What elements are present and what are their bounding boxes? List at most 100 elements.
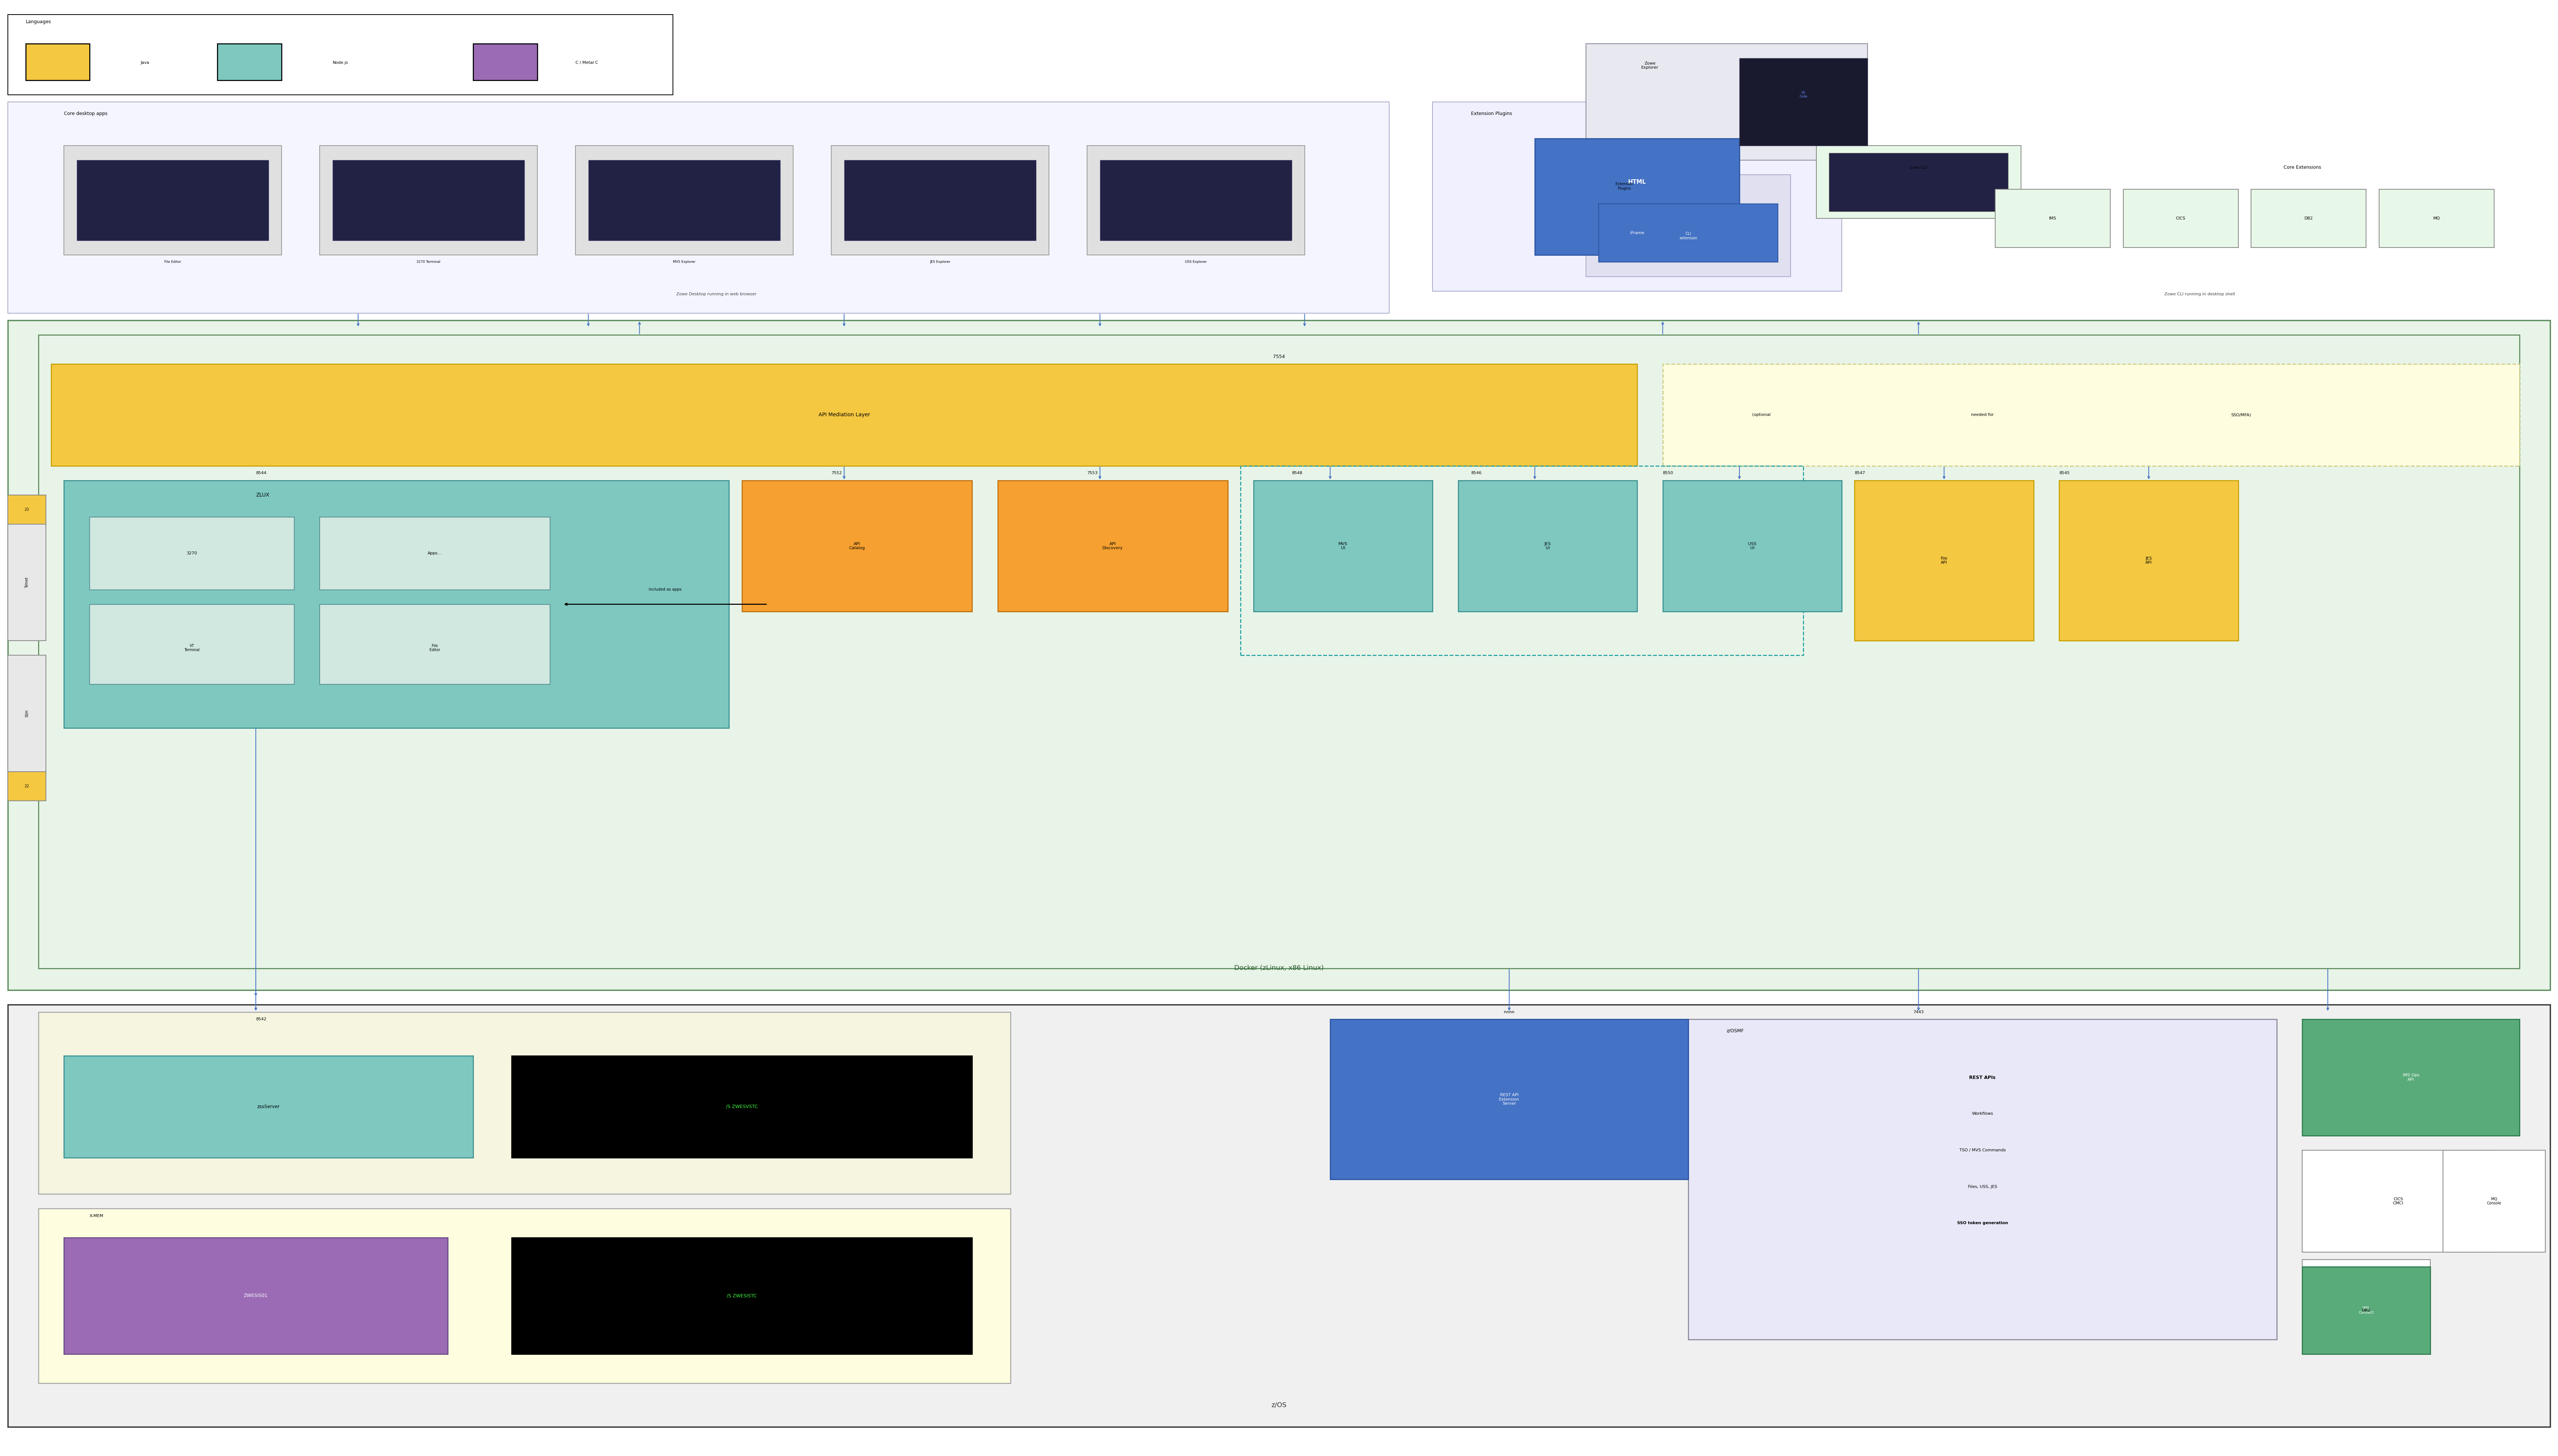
Text: REST API
Extension
Server: REST API Extension Server (1499, 1093, 1519, 1105)
FancyBboxPatch shape (2302, 1150, 2494, 1252)
Text: C / Metal C: C / Metal C (576, 61, 599, 64)
Text: Apps...: Apps... (427, 552, 443, 555)
Text: (optional: (optional (1752, 414, 1770, 416)
Text: Core Extensions: Core Extensions (2284, 165, 2320, 170)
Text: 7552: 7552 (831, 472, 842, 475)
Text: Node.js: Node.js (333, 61, 348, 64)
Text: Languages: Languages (26, 19, 51, 25)
FancyBboxPatch shape (1816, 146, 2021, 218)
FancyBboxPatch shape (1995, 189, 2110, 248)
Text: 8547: 8547 (1855, 472, 1865, 475)
FancyBboxPatch shape (8, 1005, 2550, 1427)
FancyBboxPatch shape (26, 44, 90, 80)
Text: SSH: SSH (26, 709, 28, 718)
FancyBboxPatch shape (320, 604, 550, 684)
Text: CLI
extension: CLI extension (1681, 232, 1696, 240)
FancyBboxPatch shape (2251, 189, 2366, 248)
Text: DB2: DB2 (2305, 217, 2312, 220)
Text: USS
UI: USS UI (1747, 542, 1757, 550)
FancyBboxPatch shape (8, 524, 46, 641)
FancyBboxPatch shape (2302, 1019, 2520, 1136)
Text: DB2: DB2 (2361, 1309, 2371, 1312)
Text: CICS
CMCI: CICS CMCI (2392, 1197, 2405, 1206)
Text: JES
API: JES API (2146, 556, 2151, 565)
FancyBboxPatch shape (1087, 146, 1305, 255)
Text: nnnn: nnnn (1504, 1010, 1514, 1013)
FancyBboxPatch shape (1535, 138, 1739, 255)
Text: API Mediation Layer: API Mediation Layer (819, 412, 870, 418)
FancyBboxPatch shape (2059, 480, 2238, 641)
Text: Telnet: Telnet (26, 577, 28, 588)
FancyBboxPatch shape (64, 146, 281, 255)
Text: 3270: 3270 (187, 552, 197, 555)
FancyBboxPatch shape (512, 1056, 972, 1158)
Text: File
API: File API (1942, 556, 1947, 565)
Text: 3270 Terminal: 3270 Terminal (417, 261, 440, 264)
FancyBboxPatch shape (77, 160, 269, 240)
FancyBboxPatch shape (831, 146, 1049, 255)
Text: 7553: 7553 (1087, 472, 1097, 475)
FancyBboxPatch shape (8, 320, 2550, 990)
FancyBboxPatch shape (588, 160, 780, 240)
Text: Core CLI: Core CLI (1911, 166, 1926, 169)
Text: API
Catalog: API Catalog (849, 542, 865, 550)
Text: 22: 22 (26, 785, 28, 788)
FancyBboxPatch shape (8, 495, 46, 524)
Text: 8548: 8548 (1292, 472, 1302, 475)
Text: JES
UI: JES UI (1545, 542, 1550, 550)
Text: File Editor: File Editor (164, 261, 182, 264)
Text: MQ
Console: MQ Console (2486, 1197, 2502, 1206)
FancyBboxPatch shape (51, 364, 1637, 466)
Text: SSO token generation: SSO token generation (1957, 1222, 2008, 1224)
Text: REST APIs: REST APIs (1970, 1075, 1995, 1080)
Text: Core desktop apps: Core desktop apps (64, 111, 107, 116)
FancyBboxPatch shape (2302, 1259, 2430, 1354)
Text: MVS Explorer: MVS Explorer (673, 261, 696, 264)
Text: TSO / MVS Commands: TSO / MVS Commands (1959, 1149, 2005, 1152)
Text: needed for: needed for (1972, 414, 1993, 416)
Text: USS Explorer: USS Explorer (1184, 261, 1207, 264)
FancyBboxPatch shape (2379, 189, 2494, 248)
FancyBboxPatch shape (473, 44, 537, 80)
FancyBboxPatch shape (2443, 1150, 2545, 1252)
Text: Zowe
Explorer: Zowe Explorer (1642, 61, 1658, 70)
FancyBboxPatch shape (1688, 1019, 2277, 1340)
FancyBboxPatch shape (333, 160, 524, 240)
Text: z/OS: z/OS (1271, 1402, 1287, 1408)
FancyBboxPatch shape (8, 772, 46, 801)
Text: /S ZWESISTC: /S ZWESISTC (726, 1293, 757, 1299)
FancyBboxPatch shape (90, 517, 294, 590)
FancyBboxPatch shape (64, 1238, 448, 1354)
FancyBboxPatch shape (217, 44, 281, 80)
Text: /S ZWESVSTC: /S ZWESVSTC (726, 1104, 757, 1109)
FancyBboxPatch shape (1855, 480, 2034, 641)
Text: Included as apps: Included as apps (650, 588, 680, 591)
FancyBboxPatch shape (1432, 102, 1842, 291)
Text: SSO/MFA): SSO/MFA) (2231, 414, 2251, 416)
FancyBboxPatch shape (320, 517, 550, 590)
FancyBboxPatch shape (90, 604, 294, 684)
FancyBboxPatch shape (1330, 1019, 1688, 1179)
Text: 8544: 8544 (256, 472, 266, 475)
FancyBboxPatch shape (38, 335, 2520, 968)
Text: File
Editor: File Editor (430, 644, 440, 652)
FancyBboxPatch shape (1586, 175, 1791, 277)
Text: X-MEM: X-MEM (90, 1214, 102, 1217)
FancyBboxPatch shape (576, 146, 793, 255)
FancyBboxPatch shape (1663, 480, 1842, 612)
FancyBboxPatch shape (38, 1208, 1010, 1383)
Text: CICS: CICS (2177, 217, 2185, 220)
FancyBboxPatch shape (64, 480, 729, 728)
Text: 8546: 8546 (1471, 472, 1481, 475)
Text: Docker (zLinux, x86 Linux): Docker (zLinux, x86 Linux) (1233, 965, 1325, 971)
Text: MVS
UI: MVS UI (1338, 542, 1348, 550)
FancyBboxPatch shape (512, 1238, 972, 1354)
Text: 7554: 7554 (1274, 354, 1284, 360)
FancyBboxPatch shape (8, 15, 673, 95)
Text: Files, USS, JES: Files, USS, JES (1967, 1185, 1998, 1188)
Text: VT
Terminal: VT Terminal (184, 644, 200, 652)
Text: 8545: 8545 (2059, 472, 2069, 475)
Text: VS
Code: VS Code (1798, 92, 1809, 98)
Text: ZLUX: ZLUX (256, 492, 269, 498)
FancyBboxPatch shape (64, 1056, 473, 1158)
